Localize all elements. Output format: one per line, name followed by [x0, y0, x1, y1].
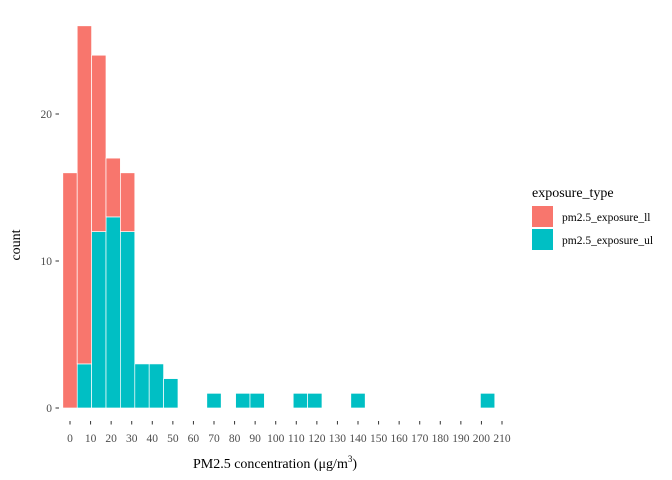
histogram-bar — [292, 392, 308, 409]
x-tick-label: 190 — [452, 433, 470, 445]
legend-title: exposure_type — [532, 186, 614, 201]
x-tick-label: 60 — [188, 433, 200, 445]
legend-key-swatch — [532, 206, 553, 227]
histogram-bar — [134, 363, 150, 409]
x-tick-label: 10 — [85, 433, 97, 445]
histogram-bar — [105, 216, 121, 409]
y-axis-title: count — [9, 229, 24, 260]
histogram-bar — [91, 54, 107, 232]
x-tick-label: 110 — [288, 433, 305, 445]
x-tick-label: 40 — [147, 433, 159, 445]
histogram-bar — [148, 363, 164, 409]
x-tick-label: 140 — [349, 433, 367, 445]
x-tick-label: 120 — [308, 433, 326, 445]
x-tick-label: 70 — [208, 433, 220, 445]
x-tick-label: 210 — [493, 433, 511, 445]
y-tick-label: 10 — [41, 256, 53, 268]
x-tick-label: 200 — [473, 433, 491, 445]
x-tick-label: 90 — [249, 433, 261, 445]
x-tick-label: 20 — [105, 433, 117, 445]
histogram-bar — [206, 392, 222, 409]
histogram-bar — [76, 363, 92, 409]
histogram-bar — [350, 392, 366, 409]
x-tick-label: 50 — [167, 433, 179, 445]
x-tick-label: 180 — [432, 433, 450, 445]
x-tick-label: 130 — [329, 433, 347, 445]
legend: exposure_type pm2.5_exposure_ll pm2.5_exp… — [532, 186, 653, 250]
x-tick-label: 30 — [126, 433, 138, 445]
histogram-bar — [62, 172, 78, 409]
x-tick-label: 170 — [411, 433, 429, 445]
x-axis: 0 10 20 30 40 50 60 70 80 90 100 110 120 130 140 150 160… — [67, 421, 511, 445]
y-axis: 0 10 20 — [41, 109, 59, 415]
legend-key-swatch — [532, 229, 553, 250]
bars-layer — [62, 25, 496, 409]
histogram-bar — [91, 231, 107, 409]
legend-item-label: pm2.5_exposure_ul — [562, 235, 653, 247]
histogram-bar — [76, 25, 92, 365]
x-tick-label: 0 — [67, 433, 73, 445]
x-tick-label: 160 — [391, 433, 409, 445]
x-tick-label: 150 — [370, 433, 388, 445]
histogram-bar — [249, 392, 265, 409]
histogram-bar — [120, 231, 136, 409]
y-tick-label: 0 — [46, 403, 52, 415]
histogram-bar — [105, 157, 121, 218]
x-tick-label: 100 — [267, 433, 285, 445]
histogram-bar — [235, 392, 251, 409]
x-tick-label: 80 — [229, 433, 241, 445]
histogram-bar — [120, 172, 136, 232]
legend-item-label: pm2.5_exposure_ll — [562, 212, 650, 224]
histogram-bar — [307, 392, 323, 409]
histogram-bar — [163, 378, 179, 409]
y-tick-label: 20 — [41, 109, 53, 121]
x-axis-title: PM2.5 concentration (μg/m3) — [193, 454, 357, 472]
histogram-bar — [480, 392, 496, 409]
